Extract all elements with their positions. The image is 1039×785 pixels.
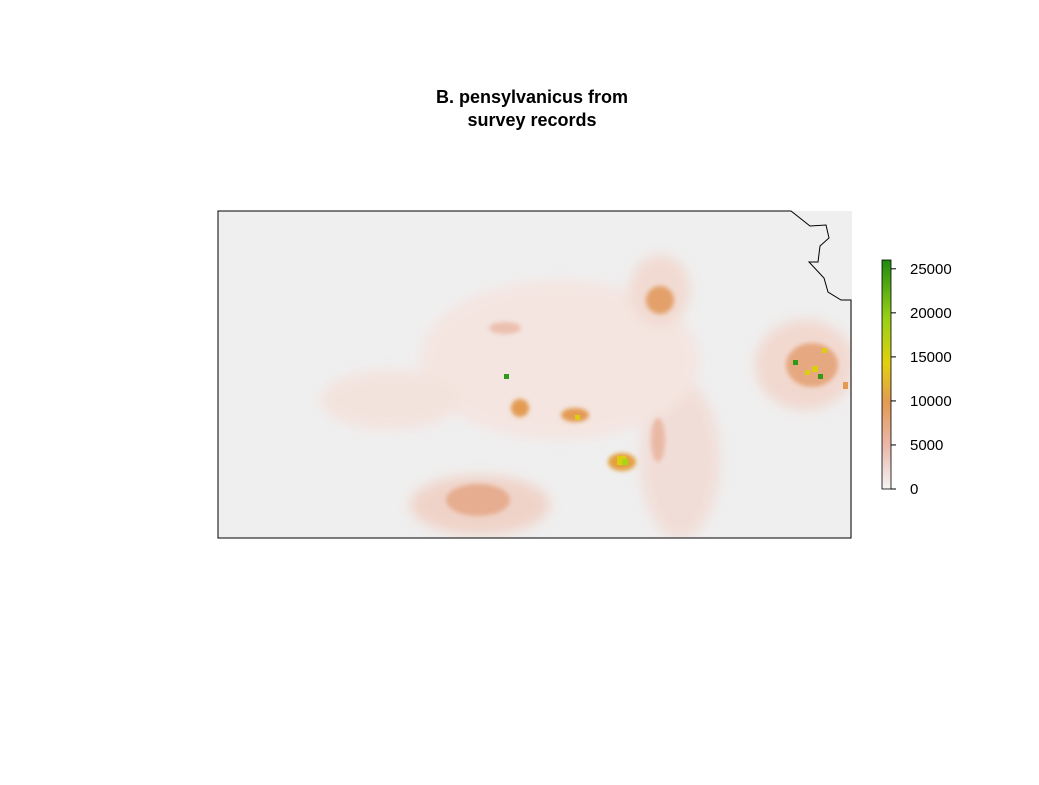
density-layer — [320, 255, 851, 538]
legend-tick-label: 20000 — [910, 305, 952, 322]
title-line-1: B. pensylvanicus from — [435, 87, 629, 107]
legend-colorbar — [882, 260, 891, 489]
state-outline — [217, 210, 852, 539]
hotspot-north-central — [646, 286, 674, 314]
peak-cell-6 — [822, 348, 827, 353]
peak-cell-4 — [812, 366, 818, 372]
peak-cell-7 — [793, 360, 798, 365]
streak-east — [651, 418, 665, 462]
legend: 0 5000 10000 15000 20000 25000 — [881, 259, 952, 498]
peak-cell-9 — [843, 382, 848, 389]
map-title: B. pensylvanicus from survey records — [332, 86, 732, 132]
peak-cell-3 — [504, 374, 509, 379]
peak-cell-8 — [805, 370, 810, 375]
hotspot-south-mid — [446, 484, 510, 516]
legend-tick-label: 25000 — [910, 261, 952, 278]
peak-cell-5 — [818, 374, 823, 379]
hotspot-northeast — [786, 343, 838, 387]
legend-tick-label: 15000 — [910, 349, 952, 366]
streak-north — [489, 322, 521, 334]
title-line-2: survey records — [467, 110, 597, 130]
peak-cell-2 — [622, 459, 628, 465]
diffuse-band-central — [420, 280, 700, 440]
legend-tick-label: 5000 — [910, 437, 943, 454]
legend-ticks: 0 5000 10000 15000 20000 25000 — [891, 261, 952, 498]
hotspot-central-left — [511, 399, 529, 417]
legend-tick-label: 10000 — [910, 393, 952, 410]
peak-cell-10 — [575, 415, 580, 420]
diffuse-band-west — [320, 370, 460, 430]
legend-tick-label: 0 — [910, 481, 918, 498]
legend-colorbar-border — [881, 259, 892, 490]
peak-cell-1 — [617, 456, 626, 465]
